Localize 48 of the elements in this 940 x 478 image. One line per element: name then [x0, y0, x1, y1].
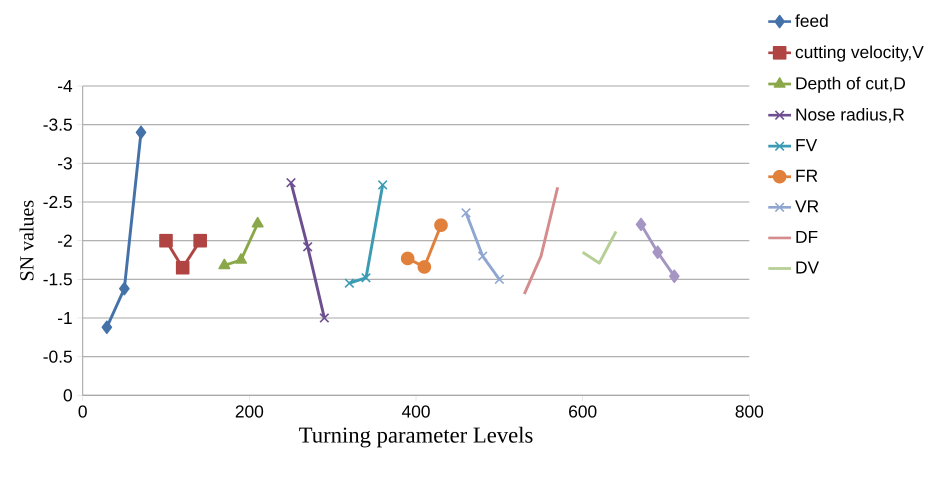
point [102, 320, 112, 334]
point [478, 251, 488, 262]
point [360, 272, 372, 283]
y-axis-title: SN values [20, 200, 34, 280]
point [159, 234, 173, 248]
legend-label: FV [796, 139, 818, 152]
x-tick-label: 800 [736, 405, 764, 418]
point [136, 126, 146, 140]
point [119, 282, 130, 296]
legend-label: DF [796, 230, 818, 243]
y-tick-label: -3 [58, 157, 72, 170]
y-tick-label: -1 [58, 312, 72, 324]
point [286, 178, 296, 188]
point [434, 218, 448, 232]
x-tick-label: 200 [236, 405, 264, 418]
point [652, 245, 663, 260]
point [235, 253, 248, 264]
point [193, 234, 207, 248]
point [636, 218, 646, 232]
y-tick-label: -0.5 [44, 350, 72, 363]
y-tick-label: 0 [64, 389, 72, 402]
legend-label: VR [795, 200, 818, 212]
point [460, 208, 472, 218]
point [218, 258, 230, 270]
point [418, 260, 432, 274]
legend-label: DV [796, 262, 820, 274]
legend-label: cutting velocity,V [796, 45, 924, 62]
point [319, 312, 330, 324]
y-tick-label: -1.5 [44, 273, 72, 286]
point [494, 274, 504, 284]
point [344, 278, 354, 288]
legend-label: Depth of cut,D [796, 76, 905, 93]
point [669, 269, 680, 284]
point [176, 260, 190, 275]
point [378, 180, 388, 190]
x-axis-title: Turning parameter Levels [299, 426, 532, 448]
legend-label: FR [796, 170, 818, 182]
y-tick-label: -4 [58, 80, 72, 92]
legend-label: feed [795, 14, 828, 27]
point [302, 242, 313, 252]
x-tick-label: 600 [569, 405, 596, 418]
point [400, 252, 414, 266]
y-tick-label: -2.5 [44, 196, 72, 208]
x-tick-label: 0 [78, 405, 87, 418]
legend-label: Nose radius,R [796, 108, 904, 123]
y-tick-label: -2 [58, 234, 72, 247]
x-tick-label: 400 [402, 405, 430, 418]
y-tick-label: -3.5 [44, 118, 72, 131]
